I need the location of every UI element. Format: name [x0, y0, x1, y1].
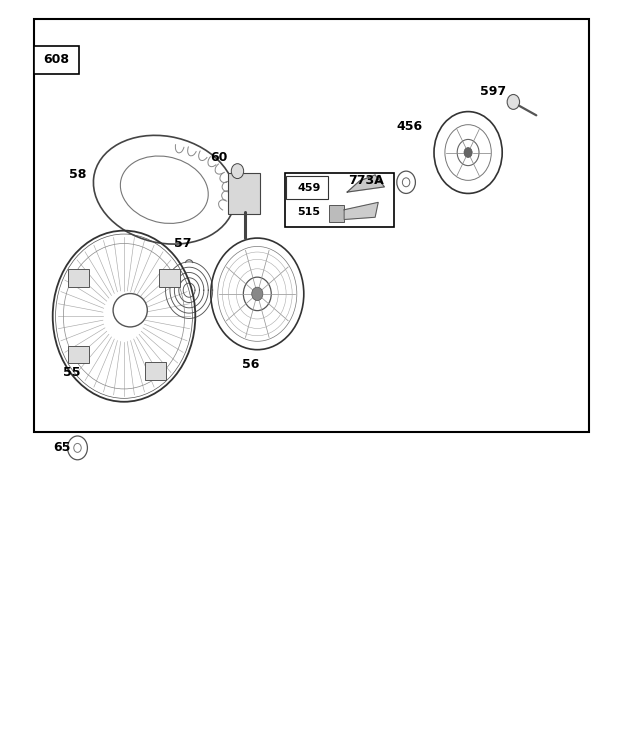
Bar: [285, 173, 394, 227]
FancyBboxPatch shape: [68, 269, 89, 287]
Text: 60: 60: [210, 151, 228, 164]
Text: 55: 55: [63, 365, 80, 379]
Ellipse shape: [113, 294, 148, 327]
Text: 58: 58: [69, 168, 86, 182]
Text: 608: 608: [43, 54, 69, 66]
Circle shape: [464, 147, 472, 158]
Bar: [286, 176, 327, 199]
FancyBboxPatch shape: [329, 205, 344, 222]
Circle shape: [231, 164, 244, 179]
Polygon shape: [344, 202, 378, 219]
Text: 56: 56: [242, 358, 260, 371]
Text: 57: 57: [174, 237, 192, 250]
Circle shape: [252, 287, 263, 301]
Text: 597: 597: [480, 85, 506, 98]
FancyBboxPatch shape: [159, 269, 180, 287]
FancyBboxPatch shape: [145, 362, 166, 379]
Text: 456: 456: [396, 120, 422, 133]
Text: 65: 65: [53, 441, 71, 455]
FancyBboxPatch shape: [228, 173, 260, 214]
FancyBboxPatch shape: [68, 345, 89, 363]
Text: 515: 515: [297, 207, 321, 217]
Bar: [34, 19, 589, 432]
Text: eReplacementParts.com: eReplacementParts.com: [235, 399, 388, 412]
Bar: [34, 46, 79, 74]
Polygon shape: [347, 175, 384, 192]
Text: 773A: 773A: [348, 174, 384, 187]
Text: 459: 459: [297, 183, 321, 193]
Circle shape: [507, 94, 520, 109]
